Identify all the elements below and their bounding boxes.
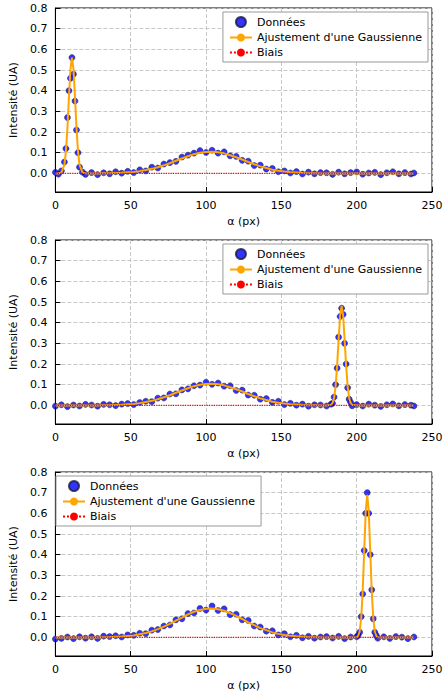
svg-text:0.5: 0.5 [30,528,48,541]
svg-text:0.8: 0.8 [30,2,48,15]
svg-text:100: 100 [196,431,217,444]
svg-text:200: 200 [346,199,367,212]
svg-text:0.5: 0.5 [30,64,48,77]
svg-text:Ajustement d'une Gaussienne: Ajustement d'une Gaussienne [257,263,422,276]
svg-text:150: 150 [271,431,292,444]
svg-text:250: 250 [422,431,443,444]
svg-text:0.1: 0.1 [30,146,48,159]
svg-text:Intensité (UA): Intensité (UA) [7,294,20,370]
svg-text:150: 150 [271,199,292,212]
svg-text:100: 100 [196,663,217,676]
svg-text:0: 0 [52,663,59,676]
svg-text:0.4: 0.4 [30,84,48,97]
svg-text:Données: Données [257,16,306,29]
svg-text:250: 250 [422,199,443,212]
svg-text:0.7: 0.7 [30,22,48,35]
svg-text:0.5: 0.5 [30,296,48,309]
svg-text:Intensité (UA): Intensité (UA) [7,526,20,602]
svg-text:250: 250 [422,663,443,676]
svg-text:Biais: Biais [90,510,116,523]
svg-text:50: 50 [124,663,138,676]
svg-text:0.8: 0.8 [30,234,48,247]
svg-text:α (px): α (px) [227,215,260,228]
svg-text:0.2: 0.2 [30,590,48,603]
svg-text:0.1: 0.1 [30,378,48,391]
svg-text:0.0: 0.0 [30,631,48,644]
svg-text:50: 50 [124,199,138,212]
svg-text:0.8: 0.8 [30,466,48,479]
svg-text:0.7: 0.7 [30,254,48,267]
svg-text:Biais: Biais [257,278,283,291]
svg-text:0.4: 0.4 [30,548,48,561]
svg-text:0.1: 0.1 [30,610,48,623]
svg-text:0.3: 0.3 [30,105,48,118]
svg-text:0.2: 0.2 [30,358,48,371]
svg-text:200: 200 [346,663,367,676]
svg-text:0.6: 0.6 [30,275,48,288]
svg-text:0: 0 [52,431,59,444]
svg-text:150: 150 [271,663,292,676]
svg-text:Données: Données [257,248,306,261]
svg-text:Intensité (UA): Intensité (UA) [7,62,20,138]
svg-text:0.3: 0.3 [30,569,48,582]
svg-text:α (px): α (px) [227,679,260,692]
svg-text:0.0: 0.0 [30,399,48,412]
svg-text:0.6: 0.6 [30,43,48,56]
svg-text:100: 100 [196,199,217,212]
svg-text:Données: Données [90,480,139,493]
svg-text:0: 0 [52,199,59,212]
svg-text:Ajustement d'une Gaussienne: Ajustement d'une Gaussienne [257,31,422,44]
svg-text:0.6: 0.6 [30,507,48,520]
svg-text:0.3: 0.3 [30,337,48,350]
svg-text:0.2: 0.2 [30,126,48,139]
svg-text:α (px): α (px) [227,447,260,460]
svg-text:0.0: 0.0 [30,167,48,180]
svg-text:Biais: Biais [257,46,283,59]
svg-text:0.4: 0.4 [30,316,48,329]
svg-text:200: 200 [346,431,367,444]
svg-text:50: 50 [124,431,138,444]
svg-text:0.7: 0.7 [30,486,48,499]
svg-text:Ajustement d'une Gaussienne: Ajustement d'une Gaussienne [90,495,255,508]
